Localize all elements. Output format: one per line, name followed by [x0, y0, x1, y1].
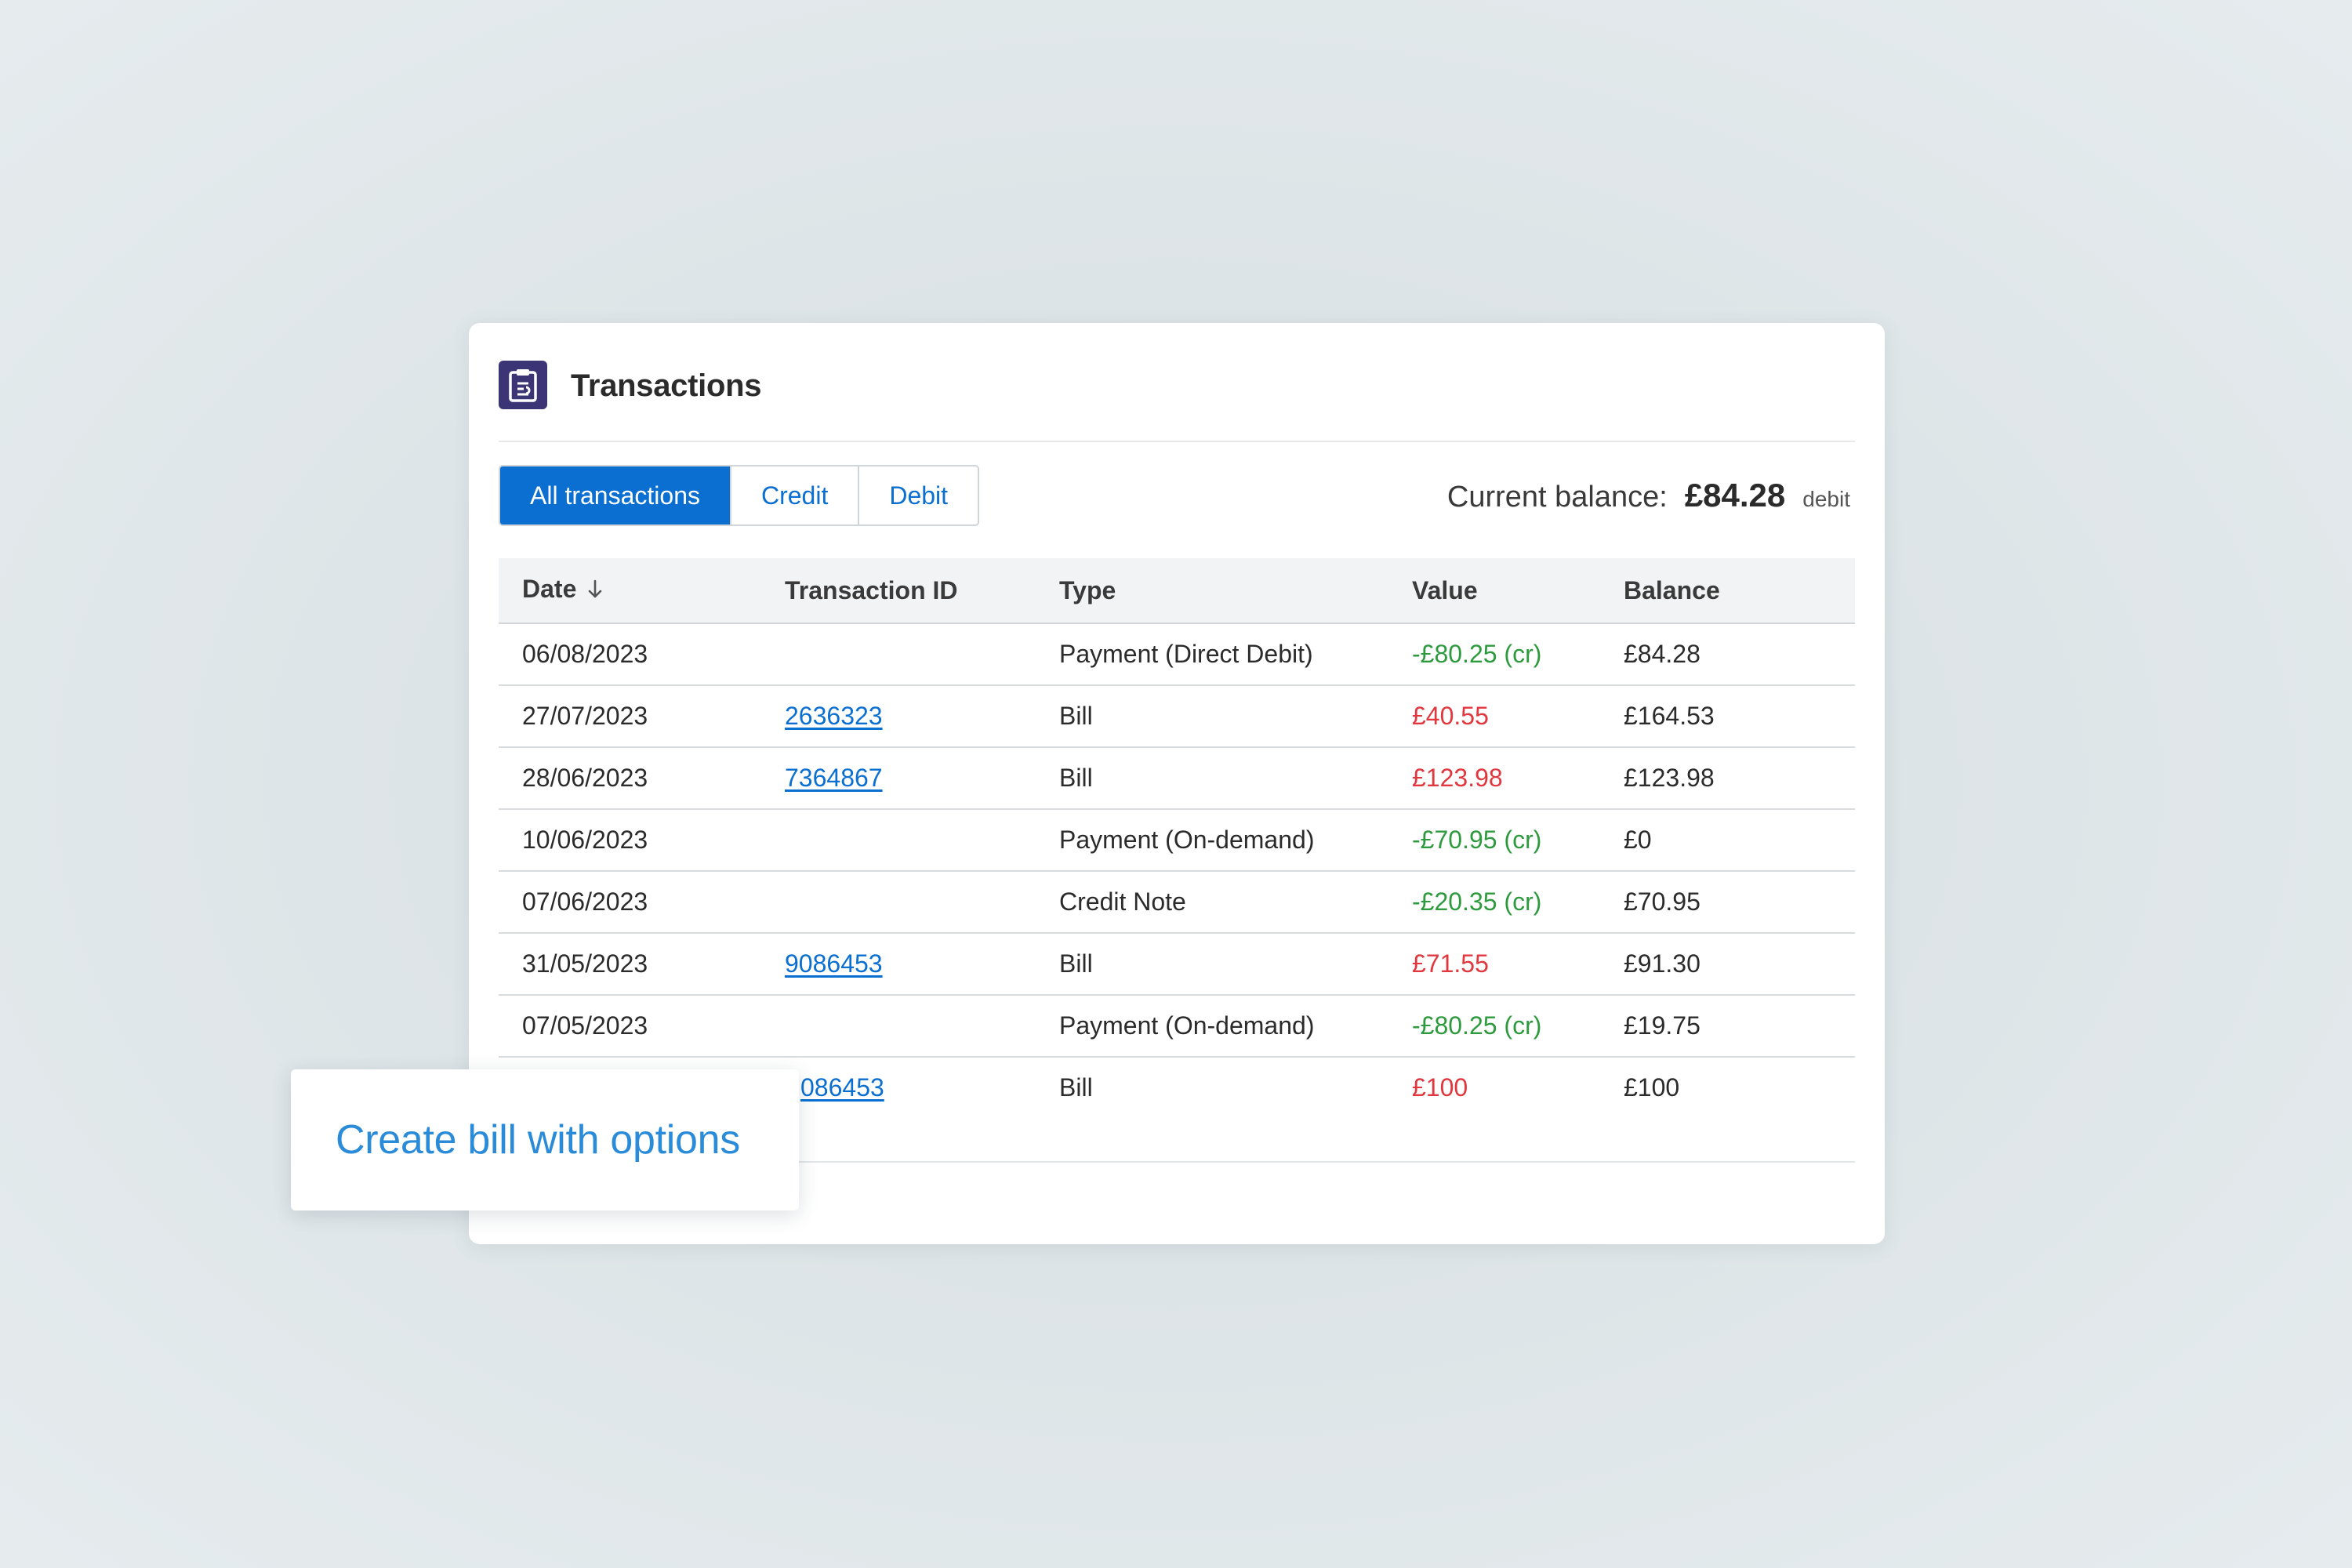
- tab-debit[interactable]: Debit: [859, 466, 978, 524]
- cell-transaction-id: [761, 995, 1036, 1058]
- cell-date: 10/06/2023: [499, 809, 761, 872]
- table-row: 27/07/2023 2636323 Bill £40.55 £164.53: [499, 685, 1855, 748]
- column-date-label: Date: [522, 575, 577, 604]
- cell-date: 27/07/2023: [499, 685, 761, 748]
- cell-transaction-id: [761, 809, 1036, 872]
- cell-value: £123.98: [1388, 747, 1600, 810]
- cell-type: Bill: [1036, 933, 1388, 996]
- transactions-table: Date Transaction ID Type Value Balance 0…: [499, 558, 1855, 1163]
- cell-balance: £0: [1600, 809, 1855, 872]
- cell-type: Credit Note: [1036, 871, 1388, 934]
- cell-type: Bill: [1036, 685, 1388, 748]
- cell-transaction-id: [761, 623, 1036, 686]
- balance-label: Current balance:: [1446, 481, 1668, 514]
- cell-date: 07/06/2023: [499, 871, 761, 934]
- cell-value: £40.55: [1388, 685, 1600, 748]
- balance-amount: £84.28: [1684, 477, 1786, 514]
- transaction-filter: All transactions Credit Debit: [499, 465, 980, 526]
- column-header-value[interactable]: Value: [1388, 558, 1600, 624]
- cell-type: Bill: [1036, 747, 1388, 810]
- cell-balance: £123.98: [1600, 747, 1855, 810]
- table-row: 31/05/2023 9086453 Bill £71.55 £91.30: [499, 933, 1855, 996]
- table-header-row: Date Transaction ID Type Value Balance: [499, 558, 1855, 624]
- transaction-id-link[interactable]: 086453: [800, 1073, 884, 1102]
- cell-balance: £19.75: [1600, 995, 1855, 1058]
- cell-balance: £70.95: [1600, 871, 1855, 934]
- cell-transaction-id: 086453: [761, 1057, 1036, 1163]
- cell-type: Payment (On-demand): [1036, 809, 1388, 872]
- cell-balance: £84.28: [1600, 623, 1855, 686]
- table-row: 10/06/2023 Payment (On-demand) -£70.95 (…: [499, 809, 1855, 872]
- column-header-type[interactable]: Type: [1036, 558, 1388, 624]
- cell-value: £100: [1388, 1057, 1600, 1163]
- column-header-balance[interactable]: Balance: [1600, 558, 1855, 624]
- table-row: 28/06/2023 7364867 Bill £123.98 £123.98: [499, 747, 1855, 810]
- transaction-id-link[interactable]: 9086453: [785, 949, 883, 978]
- table-row: 06/08/2023 Payment (Direct Debit) -£80.2…: [499, 623, 1855, 686]
- table-row: 07/06/2023 Credit Note -£20.35 (cr) £70.…: [499, 871, 1855, 934]
- clipboard-icon: [499, 361, 547, 409]
- page-title: Transactions: [571, 368, 762, 403]
- cell-value: -£80.25 (cr): [1388, 995, 1600, 1058]
- arrow-down-icon[interactable]: [587, 577, 603, 606]
- cell-date: 28/06/2023: [499, 747, 761, 810]
- cell-date: 07/05/2023: [499, 995, 761, 1058]
- cell-value: -£20.35 (cr): [1388, 871, 1600, 934]
- create-bill-with-options-button[interactable]: Create bill with options: [336, 1117, 740, 1163]
- cell-transaction-id: [761, 871, 1036, 934]
- transactions-card: Transactions All transactions Credit Deb…: [469, 323, 1885, 1244]
- column-header-date[interactable]: Date: [499, 558, 761, 624]
- cell-value: -£80.25 (cr): [1388, 623, 1600, 686]
- cell-date: 06/08/2023: [499, 623, 761, 686]
- cell-transaction-id: 7364867: [761, 747, 1036, 810]
- toolbar: All transactions Credit Debit Current ba…: [499, 464, 1855, 527]
- cell-value: £71.55: [1388, 933, 1600, 996]
- cell-type: Payment (Direct Debit): [1036, 623, 1388, 686]
- card-header: Transactions: [499, 351, 1855, 442]
- balance-kind: debit: [1802, 487, 1850, 511]
- transaction-id-link[interactable]: 2636323: [785, 702, 883, 730]
- cell-transaction-id: 9086453: [761, 933, 1036, 996]
- transaction-id-link[interactable]: 7364867: [785, 764, 883, 792]
- cell-date: 31/05/2023: [499, 933, 761, 996]
- column-header-transaction-id[interactable]: Transaction ID: [761, 558, 1036, 624]
- cell-value: -£70.95 (cr): [1388, 809, 1600, 872]
- current-balance: Current balance: £84.28 debit: [1447, 477, 1850, 514]
- cell-balance: £164.53: [1600, 685, 1855, 748]
- cell-transaction-id: 2636323: [761, 685, 1036, 748]
- context-popup: Create bill with options: [291, 1069, 799, 1210]
- tab-credit[interactable]: Credit: [731, 466, 860, 524]
- cell-balance: £100: [1600, 1057, 1855, 1163]
- table-row: 07/05/2023 Payment (On-demand) -£80.25 (…: [499, 995, 1855, 1058]
- tab-all-transactions[interactable]: All transactions: [500, 466, 731, 524]
- cell-type: Bill: [1036, 1057, 1388, 1163]
- cell-type: Payment (On-demand): [1036, 995, 1388, 1058]
- cell-balance: £91.30: [1600, 933, 1855, 996]
